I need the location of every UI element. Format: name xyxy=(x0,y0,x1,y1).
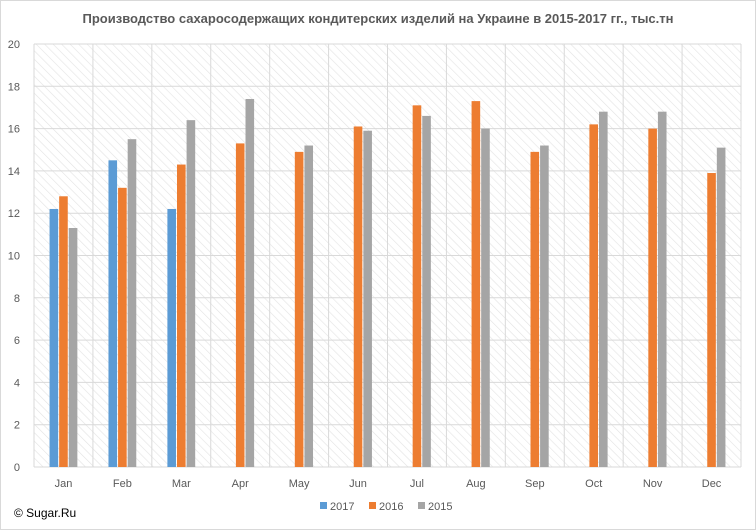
x-tick-label: Dec xyxy=(702,478,722,490)
chart-title: Производство сахаросодержащих кондитерск… xyxy=(83,11,674,26)
bar-2016-aug xyxy=(471,101,481,467)
x-tick-label: Nov xyxy=(643,478,663,490)
x-tick-label: Jul xyxy=(410,478,424,490)
x-tick-label: Apr xyxy=(232,478,249,490)
bar-2015-feb xyxy=(127,139,137,468)
x-tick-label: Jan xyxy=(55,478,73,490)
bar-2015-jan xyxy=(68,228,78,467)
legend-label-2015: 2015 xyxy=(428,501,452,513)
bar-2015-nov xyxy=(657,111,667,468)
bar-2016-feb xyxy=(118,187,127,467)
y-tick-label: 18 xyxy=(8,81,20,93)
bar-2016-nov xyxy=(648,128,657,467)
legend: 2017 2016 2015 xyxy=(320,501,452,513)
y-tick-label: 0 xyxy=(14,462,20,474)
bar-2016-oct xyxy=(589,124,599,468)
bar-2016-jul xyxy=(412,105,422,468)
y-tick-label: 12 xyxy=(8,208,20,220)
bar-2015-oct xyxy=(599,111,608,468)
bar-2016-jun xyxy=(353,126,363,468)
y-axis-ticks: 0 2 4 6 8 10 12 14 16 18 20 xyxy=(8,39,20,474)
x-tick-label: May xyxy=(289,478,310,490)
gridlines xyxy=(33,43,742,468)
bar-2016-jan xyxy=(59,196,68,467)
bar-2015-jun xyxy=(363,130,372,467)
bar-2016-apr xyxy=(235,143,245,467)
y-tick-label: 6 xyxy=(14,335,20,347)
bar-2015-may xyxy=(304,145,314,467)
copyright-text: © Sugar.Ru xyxy=(14,506,77,520)
legend-swatch-2015 xyxy=(418,502,425,509)
bar-2016-mar xyxy=(176,164,186,467)
x-tick-label: Feb xyxy=(113,478,132,490)
x-tick-label: Oct xyxy=(585,478,602,490)
x-tick-label: Sep xyxy=(525,478,545,490)
y-tick-label: 14 xyxy=(8,166,20,178)
bar-2015-dec xyxy=(716,147,726,467)
bar-2015-mar xyxy=(186,120,196,467)
bars xyxy=(49,98,726,468)
legend-label-2017: 2017 xyxy=(330,501,354,513)
bar-2015-sep xyxy=(540,145,549,467)
legend-swatch-2016 xyxy=(369,502,376,509)
bar-2016-sep xyxy=(530,151,540,468)
bar-2015-apr xyxy=(245,98,255,468)
y-tick-label: 16 xyxy=(8,124,20,136)
x-tick-label: Mar xyxy=(172,478,191,490)
y-tick-label: 4 xyxy=(14,377,20,389)
bar-2017-jan xyxy=(49,208,59,467)
bar-2017-mar xyxy=(167,208,176,467)
y-tick-label: 20 xyxy=(8,39,20,51)
legend-swatch-2017 xyxy=(320,502,327,509)
y-tick-label: 10 xyxy=(8,251,20,263)
bar-2016-may xyxy=(294,151,304,468)
x-tick-label: Jun xyxy=(349,478,367,490)
bar-2015-jul xyxy=(422,115,431,467)
x-tick-label: Aug xyxy=(466,478,486,490)
y-tick-label: 2 xyxy=(14,420,20,432)
bar-2016-dec xyxy=(707,173,716,467)
legend-label-2016: 2016 xyxy=(379,501,403,513)
bar-2017-feb xyxy=(108,160,118,467)
x-axis-ticks: Jan Feb Mar Apr May Jun Jul Aug Sep Oct Nov Dec xyxy=(55,478,722,490)
bar-2015-aug xyxy=(481,128,490,467)
y-tick-label: 8 xyxy=(14,293,20,305)
